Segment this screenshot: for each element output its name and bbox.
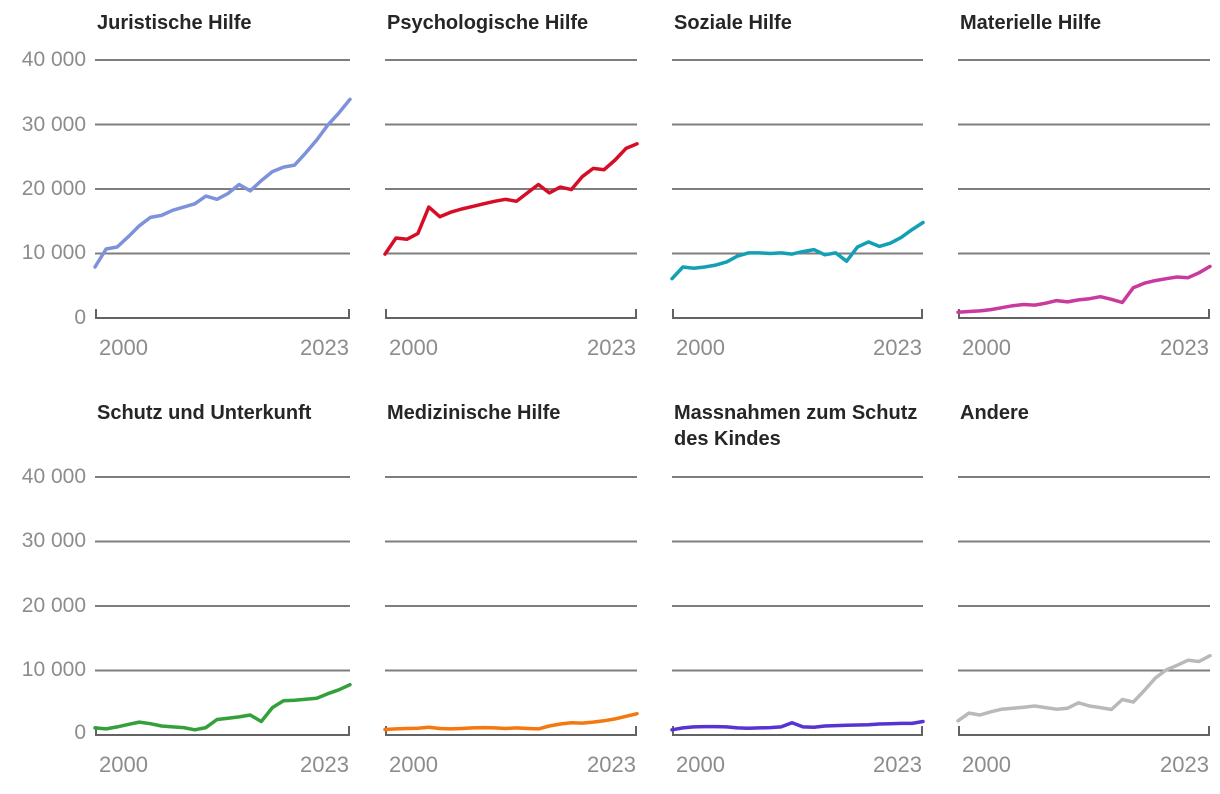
line-plot — [956, 476, 1212, 736]
x-tick-label-first: 2000 — [99, 752, 148, 777]
y-tick-label-30000: 30 000 — [21, 113, 86, 136]
panel-title: Medizinische Hilfe — [387, 402, 561, 424]
x-axis: 2000 2023 — [95, 334, 350, 362]
x-axis: 2000 2023 — [958, 751, 1210, 779]
x-tick-label-last: 2023 — [300, 335, 349, 360]
line-plot — [670, 59, 925, 319]
x-tick-label-first: 2000 — [962, 335, 1011, 360]
x-tick-label-last: 2023 — [300, 752, 349, 777]
x-tick-label-last: 2023 — [1160, 752, 1209, 777]
x-tick-label-last: 2023 — [587, 335, 636, 360]
x-axis: 2000 2023 — [672, 334, 923, 362]
line-plot — [383, 59, 639, 319]
y-tick-label-30000: 30 000 — [21, 529, 86, 552]
y-tick-label-20000: 20 000 — [21, 177, 86, 200]
x-axis: 2000 2023 — [958, 334, 1210, 362]
y-tick-label-0: 0 — [74, 721, 86, 744]
line-plot — [670, 476, 925, 736]
x-tick-label-last: 2023 — [587, 752, 636, 777]
x-tick-label-first: 2000 — [99, 335, 148, 360]
panel-psychologische-hilfe: Psychologische Hilfe 2000 2023 — [383, 0, 639, 385]
x-tick-label-first: 2000 — [676, 752, 725, 777]
x-axis: 2000 2023 — [95, 751, 350, 779]
panel-title: Juristische Hilfe — [97, 12, 252, 34]
panel-materielle-hilfe: Materielle Hilfe 2000 2023 — [956, 0, 1212, 385]
x-tick-label-first: 2000 — [676, 335, 725, 360]
y-tick-label-0: 0 — [74, 306, 86, 329]
panel-massnahmen-zum-schutz-des-kindes: Massnahmen zum Schutz des Kindes 2000 20… — [670, 390, 925, 777]
x-tick-label-first: 2000 — [389, 335, 438, 360]
panel-title: Andere — [960, 402, 1029, 424]
panel-andere: Andere 2000 2023 — [956, 390, 1212, 777]
y-tick-label-40000: 40 000 — [21, 48, 86, 71]
y-tick-label-10000: 10 000 — [21, 658, 86, 681]
x-axis: 2000 2023 — [385, 751, 637, 779]
panel-title: Schutz und Unterkunft — [97, 402, 312, 424]
panel-medizinische-hilfe: Medizinische Hilfe 2000 2023 — [383, 390, 639, 777]
panel-title: Psychologische Hilfe — [387, 12, 589, 34]
x-axis: 2000 2023 — [385, 334, 637, 362]
x-axis: 2000 2023 — [672, 751, 923, 779]
line-plot — [93, 476, 352, 736]
y-tick-label-20000: 20 000 — [21, 594, 86, 617]
line-plot — [383, 476, 639, 736]
panel-soziale-hilfe: Soziale Hilfe 2000 2023 — [670, 0, 925, 385]
line-plot — [93, 59, 352, 319]
line-plot — [956, 59, 1212, 319]
x-tick-label-last: 2023 — [873, 335, 922, 360]
x-tick-label-first: 2000 — [962, 752, 1011, 777]
y-tick-label-40000: 40 000 — [21, 465, 86, 488]
x-tick-label-last: 2023 — [873, 752, 922, 777]
panel-title: Massnahmen zum Schutz des Kindes — [674, 402, 918, 450]
panel-schutz-und-unterkunft: Schutz und Unterkunft 2000 2023 — [93, 390, 352, 777]
panel-title: Materielle Hilfe — [960, 12, 1102, 34]
panel-juristische-hilfe: Juristische Hilfe 2000 2023 — [93, 0, 352, 385]
panel-title: Soziale Hilfe — [674, 12, 792, 34]
x-tick-label-first: 2000 — [389, 752, 438, 777]
x-tick-label-last: 2023 — [1160, 335, 1209, 360]
y-tick-label-10000: 10 000 — [21, 241, 86, 264]
